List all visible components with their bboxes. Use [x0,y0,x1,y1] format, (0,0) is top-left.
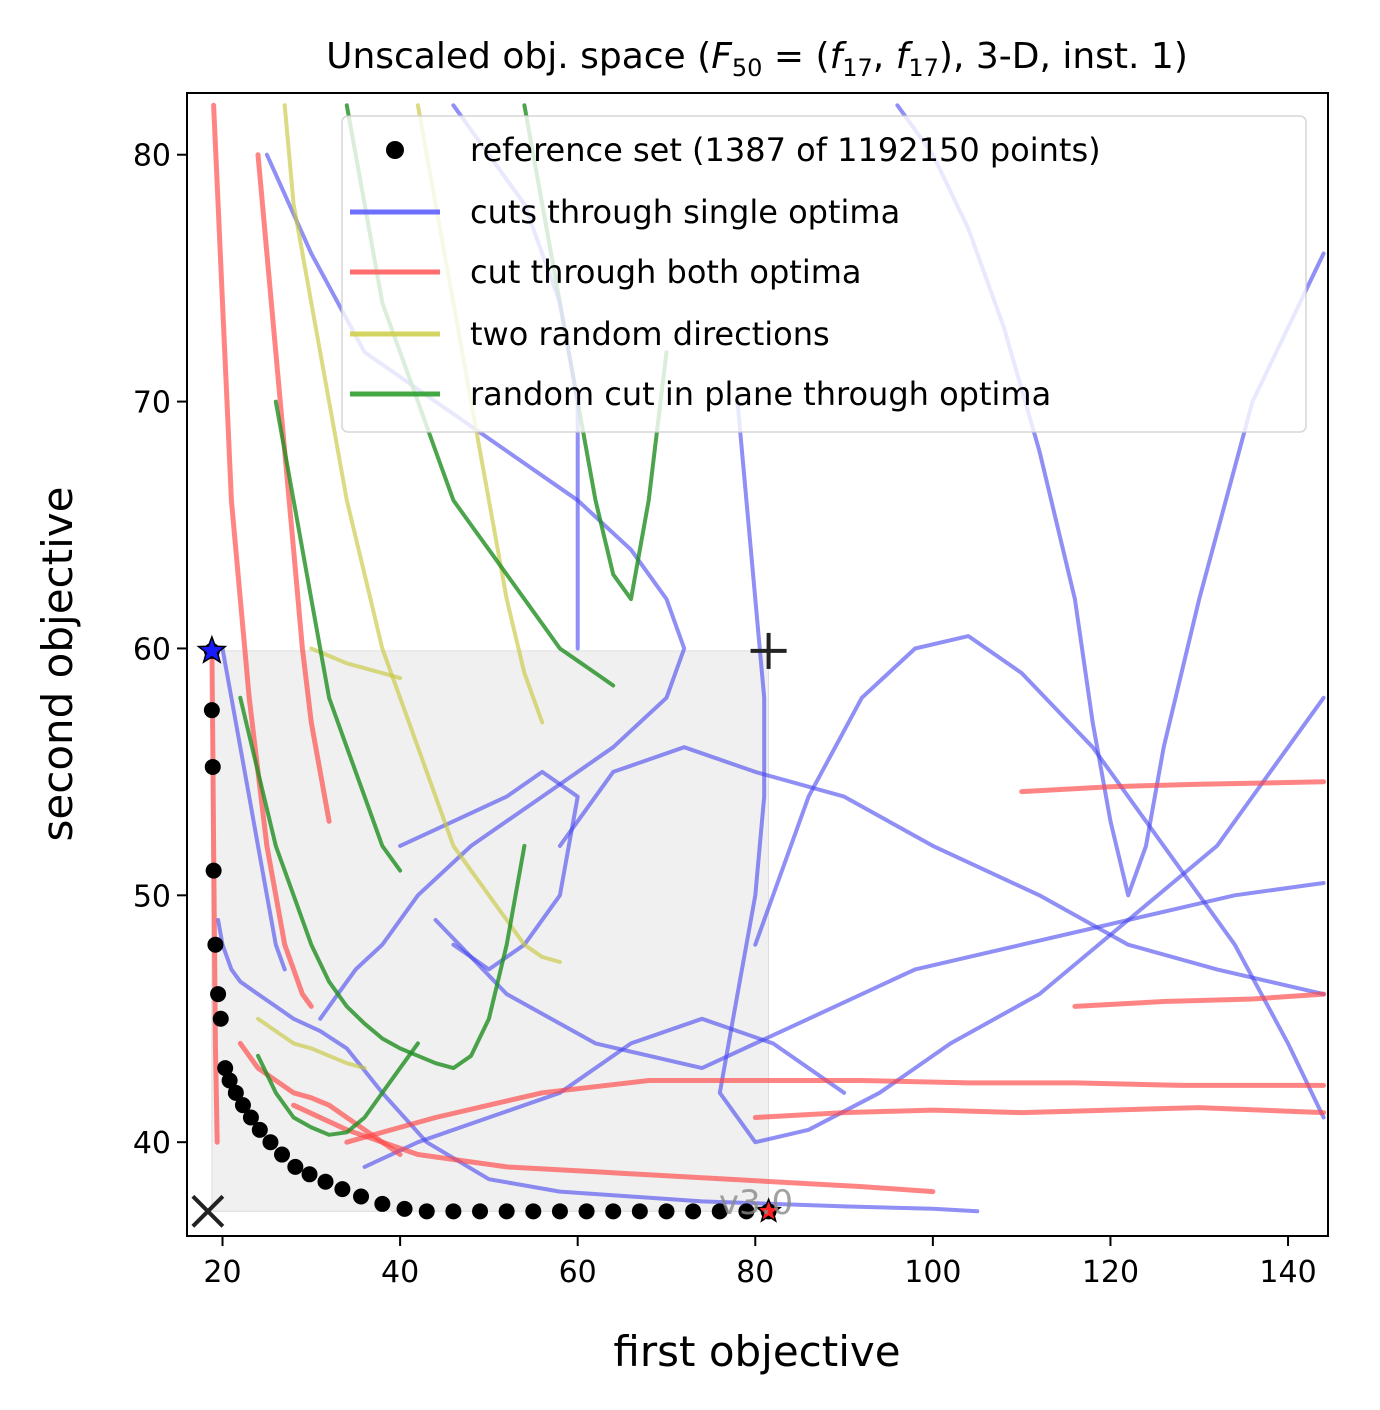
series-line-single-5 [433,881,1326,1071]
legend-box [341,115,1307,433]
legend-marker-reference [386,141,404,159]
plot-frame [186,92,1329,1237]
legend-label: two random directions [470,315,830,353]
reference-point [631,1203,648,1220]
series-line-random-20 [256,1016,367,1071]
series-line-single-9 [220,646,287,972]
reference-point [207,936,224,953]
x-tick-label: 140 [1259,1255,1316,1290]
reference-point [204,758,221,775]
y-tick-label: 60 [133,632,171,667]
legend-label: cuts through single optima [470,193,900,231]
series-line-plane-27 [273,399,403,873]
reference-point [251,1121,268,1138]
series-line-single-4 [557,745,1326,997]
reference-point [217,1060,234,1077]
ideal-point-marker [191,1194,225,1228]
series-line-both-16 [1072,991,1327,1009]
reference-point [221,1072,238,1089]
chart-title: Unscaled obj. space (F50 = (f17, f17), 3… [326,36,1188,82]
reference-point [418,1203,435,1220]
y-axis: 40 50 60 70 80 [133,139,187,1161]
legend-label: cut through both optima [470,253,862,291]
x-tick-label: 80 [736,1255,774,1290]
reference-point [685,1203,702,1220]
legend-label: reference set (1387 of 1192150 points) [470,131,1101,169]
series-line-random-19 [282,103,562,964]
optimum-2-star [755,1197,783,1223]
reference-point [274,1146,291,1163]
legend: reference set (1387 of 1192150 points) cu… [341,115,1307,433]
reference-point [242,1109,259,1126]
reference-point [374,1195,391,1212]
reference-point [445,1203,462,1220]
reference-point [262,1134,279,1151]
y-tick-label: 70 [133,386,171,421]
reference-point [234,1097,251,1114]
reference-point [203,702,220,719]
reference-point [551,1203,568,1220]
series-line-both-17 [255,152,332,824]
y-tick-label: 50 [133,879,171,914]
reference-point [205,862,222,879]
reference-point [525,1203,542,1220]
reference-point [353,1188,370,1205]
series-line-both-15 [1019,779,1327,795]
series-line-both-13 [344,1078,1327,1145]
x-tick-label: 120 [1082,1255,1139,1290]
reference-point [317,1173,334,1190]
series-line-both-18 [209,648,220,1145]
x-tick-label: 60 [559,1255,597,1290]
y-axis-label: second objective [33,487,82,842]
reference-point [301,1166,318,1183]
optimum-1-star [196,634,228,664]
y-tick-label: 40 [133,1126,171,1161]
dominated-region [211,650,770,1212]
reference-point [334,1181,351,1198]
series-line-single-7 [362,1016,847,1169]
reference-point [210,986,227,1003]
series-line-plane-25 [256,1041,420,1137]
x-tick-label: 40 [381,1255,419,1290]
x-tick-label: 100 [904,1255,961,1290]
legend-label: random cut in plane through optima [470,375,1051,413]
reference-point [396,1200,413,1217]
x-axis-label: first objective [613,1327,900,1376]
reference-point [711,1203,728,1220]
x-axis: 20 40 60 80 100 120 140 [203,1236,1317,1290]
y-tick-label: 80 [133,139,171,174]
reference-point [472,1203,489,1220]
reference-point [287,1158,304,1175]
reference-point [578,1203,595,1220]
version-watermark: v3.0 [719,1183,793,1223]
reference-point [738,1203,755,1220]
nadir-point-marker [750,632,787,669]
series-line-single-3 [717,399,1326,1145]
series-line-random-22 [309,646,403,681]
x-tick-label: 20 [203,1255,241,1290]
reference-point [227,1084,244,1101]
reference-point [212,1010,229,1027]
reference-point [605,1203,622,1220]
reference-point [658,1203,675,1220]
series-line-both-14 [752,1105,1327,1120]
reference-point [498,1203,515,1220]
series-line-both-10 [211,102,314,1009]
series-line-plane-23 [238,695,527,1071]
